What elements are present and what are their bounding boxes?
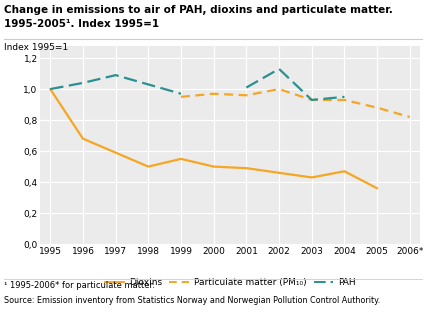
PAH [48,87,53,91]
Line: Dioxins: Dioxins [50,89,377,188]
Line: PAH: PAH [50,75,181,94]
Dioxins [276,171,282,175]
Dioxins [146,165,151,169]
Dioxins [309,175,314,179]
Dioxins [48,87,53,91]
PAH [146,83,151,86]
Text: 1995-2005¹. Index 1995=1: 1995-2005¹. Index 1995=1 [4,19,159,29]
Dioxins [244,166,249,170]
Dioxins [178,157,184,161]
Dioxins [113,151,118,155]
Text: Source: Emission inventory from Statistics Norway and Norwegian Pollution Contro: Source: Emission inventory from Statisti… [4,296,380,305]
Text: Index 1995=1: Index 1995=1 [4,43,69,52]
PAH [178,92,184,96]
Dioxins [211,165,216,169]
Legend: Dioxins, Particulate matter (PM₁₀), PAH: Dioxins, Particulate matter (PM₁₀), PAH [101,274,359,291]
Dioxins [342,169,347,173]
Text: ¹ 1995-2006* for particulate matter.: ¹ 1995-2006* for particulate matter. [4,281,155,290]
PAH [113,73,118,77]
Text: Change in emissions to air of PAH, dioxins and particulate matter.: Change in emissions to air of PAH, dioxi… [4,5,393,15]
Dioxins [374,186,380,190]
PAH [81,81,86,85]
Dioxins [81,137,86,140]
